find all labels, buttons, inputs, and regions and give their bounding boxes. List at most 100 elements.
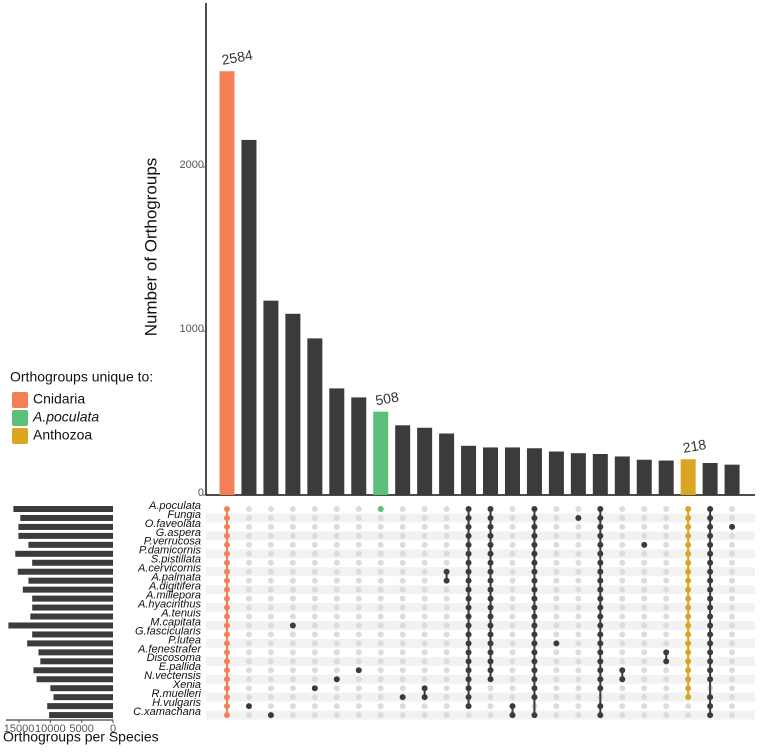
- set-size-bar: [32, 631, 113, 638]
- inactive-dot: [575, 685, 582, 692]
- inactive-dot: [245, 631, 252, 638]
- inactive-dot: [289, 550, 296, 557]
- inactive-dot: [399, 514, 406, 521]
- active-dot: [224, 577, 230, 584]
- inactive-dot: [641, 658, 648, 665]
- inactive-dot: [575, 604, 582, 611]
- inactive-dot: [509, 685, 516, 692]
- active-dot: [531, 523, 538, 530]
- inactive-dot: [729, 703, 736, 710]
- inactive-dot: [443, 595, 450, 602]
- inactive-dot: [443, 658, 450, 665]
- active-dot: [531, 658, 538, 665]
- active-dot: [465, 640, 472, 647]
- inactive-dot: [663, 541, 670, 548]
- inactive-dot: [443, 667, 450, 674]
- active-dot: [597, 506, 604, 512]
- active-dot: [597, 586, 604, 593]
- set-size-bar: [32, 604, 113, 611]
- active-dot: [707, 622, 714, 629]
- set-label: N.vectensis: [144, 670, 201, 682]
- inactive-dot: [553, 667, 560, 674]
- bar: [373, 411, 389, 495]
- inactive-dot: [729, 506, 736, 512]
- active-dot: [707, 631, 714, 638]
- active-dot: [224, 613, 230, 620]
- active-dot: [465, 622, 472, 629]
- inactive-dot: [399, 532, 406, 539]
- active-dot: [685, 506, 692, 512]
- inactive-dot: [399, 604, 406, 611]
- inactive-dot: [399, 640, 406, 647]
- inactive-dot: [443, 631, 450, 638]
- active-dot: [224, 631, 230, 638]
- inactive-dot: [289, 658, 296, 665]
- active-dot: [685, 613, 692, 620]
- legend-swatch: [12, 392, 28, 408]
- inactive-dot: [553, 595, 560, 602]
- inactive-dot: [619, 613, 626, 620]
- active-dot: [224, 640, 230, 647]
- inactive-dot: [267, 586, 274, 593]
- inactive-dot: [355, 694, 362, 701]
- inactive-dot: [509, 667, 516, 674]
- inactive-dot: [311, 640, 318, 647]
- inactive-dot: [289, 559, 296, 566]
- inactive-dot: [333, 514, 340, 521]
- inactive-dot: [421, 676, 428, 683]
- inactive-dot: [443, 559, 450, 566]
- inactive-dot: [575, 568, 582, 575]
- inactive-dot: [333, 613, 340, 620]
- inactive-dot: [553, 514, 560, 521]
- active-dot: [465, 541, 472, 548]
- inactive-dot: [575, 631, 582, 638]
- active-dot: [224, 568, 230, 575]
- active-dot: [224, 523, 230, 530]
- inactive-dot: [311, 586, 318, 593]
- inactive-dot: [421, 640, 428, 647]
- inactive-dot: [553, 613, 560, 620]
- active-dot: [531, 532, 538, 539]
- inactive-dot: [663, 568, 670, 575]
- inactive-dot: [399, 550, 406, 557]
- inactive-dot: [619, 658, 626, 665]
- inactive-dot: [267, 568, 274, 575]
- active-dot: [707, 559, 714, 566]
- active-dot: [443, 568, 450, 575]
- inactive-dot: [575, 622, 582, 629]
- inactive-dot: [663, 514, 670, 521]
- inactive-dot: [443, 532, 450, 539]
- set-label: P.damicornis: [139, 545, 202, 557]
- set-label: M.capitata: [150, 616, 201, 628]
- set-label: H.vulgaris: [152, 697, 201, 709]
- active-dot: [224, 703, 230, 710]
- set-label: A.palmata: [150, 572, 201, 584]
- inactive-dot: [377, 676, 384, 683]
- row-stripe: [206, 531, 755, 541]
- set-label: S.pistillata: [151, 554, 201, 566]
- inactive-dot: [663, 532, 670, 539]
- inactive-dot: [729, 631, 736, 638]
- set-tick-label: 0: [110, 723, 116, 735]
- active-dot: [707, 514, 714, 521]
- active-dot: [487, 631, 494, 638]
- active-dot: [224, 595, 230, 602]
- inactive-dot: [377, 541, 384, 548]
- inactive-dot: [333, 523, 340, 530]
- inactive-dot: [619, 568, 626, 575]
- inactive-dot: [553, 712, 560, 719]
- inactive-dot: [553, 694, 560, 701]
- inactive-dot: [399, 622, 406, 629]
- inactive-dot: [509, 613, 516, 620]
- inactive-dot: [377, 577, 384, 584]
- inactive-dot: [245, 532, 252, 539]
- inactive-dot: [421, 506, 428, 512]
- inactive-dot: [421, 586, 428, 593]
- active-dot: [224, 604, 230, 611]
- active-dot: [707, 586, 714, 593]
- set-size-bar: [13, 506, 114, 512]
- inactive-dot: [421, 613, 428, 620]
- inactive-dot: [355, 514, 362, 521]
- active-dot: [531, 631, 538, 638]
